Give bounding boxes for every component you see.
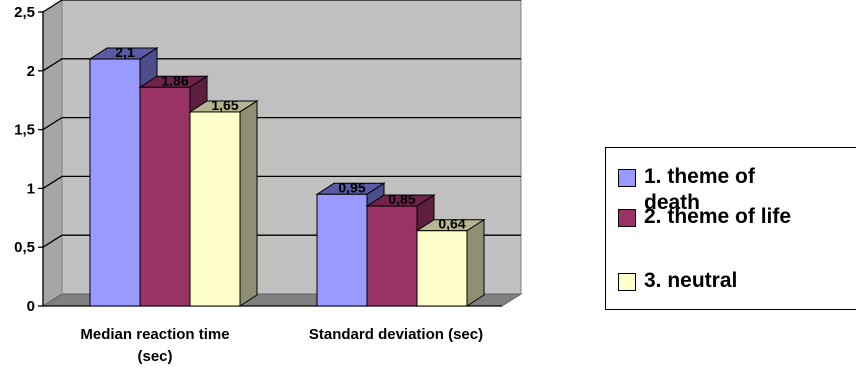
y-tick-label: 0,5: [14, 239, 35, 256]
y-tick-label: 1: [27, 180, 35, 197]
y-tick-label: 0: [27, 298, 35, 315]
legend-item-neutral: 3. neutral: [618, 268, 737, 294]
y-axis-ticks: 0 0,5 1 1,5 2 2,5: [14, 4, 43, 315]
bar-front: [189, 111, 241, 307]
bar-front: [89, 58, 141, 307]
gridline: [42, 116, 521, 131]
x-category-label-1: (sec): [137, 348, 172, 365]
data-labels: 2,1 1,86 1,65 0,95 0,85 0,64: [115, 44, 466, 232]
legend: 1. theme of death 2. theme of life 3. neu…: [605, 147, 856, 310]
gridline: [42, 58, 521, 72]
legend-item-death: 1. theme of death: [618, 164, 755, 216]
data-label-life-2: 0,85: [388, 191, 415, 207]
legend-item-life: 2. theme of life: [618, 204, 791, 230]
legend-swatch-neutral: [618, 273, 636, 291]
data-label-death-2: 0,95: [338, 179, 365, 195]
legend-swatch-death: [618, 169, 636, 187]
x-category-label-1: Median reaction time: [80, 326, 229, 343]
legend-label-neutral: 3. neutral: [644, 269, 738, 292]
bars: [88, 47, 486, 307]
bar-front: [366, 205, 418, 307]
gridline: [42, 175, 521, 189]
legend-label-death: 1. theme of death: [644, 165, 755, 214]
bar-side: [239, 100, 258, 307]
bar-side: [466, 218, 485, 307]
x-axis-labels: Median reaction time (sec) Standard deviat…: [80, 326, 483, 365]
bar-neutral-1: [188, 100, 259, 307]
gridline: [42, 0, 521, 13]
y-tick-label: 1,5: [14, 122, 35, 139]
side-wall: [42, 0, 63, 307]
data-label-life-1: 1,86: [161, 72, 188, 88]
data-label-neutral-2: 0,64: [438, 216, 465, 232]
data-label-neutral-1: 1,65: [211, 97, 238, 113]
data-label-death-1: 2,1: [115, 44, 135, 60]
bar-neutral-2: [415, 218, 486, 307]
legend-label-life: 2. theme of life: [644, 205, 792, 228]
x-category-label-2: Standard deviation (sec): [309, 326, 483, 343]
legend-swatch-life: [618, 209, 636, 227]
bar-front: [316, 193, 368, 307]
bar-front: [139, 86, 191, 307]
y-tick-label: 2,5: [14, 4, 35, 21]
bar-front: [416, 230, 468, 307]
y-tick-label: 2: [27, 63, 35, 80]
